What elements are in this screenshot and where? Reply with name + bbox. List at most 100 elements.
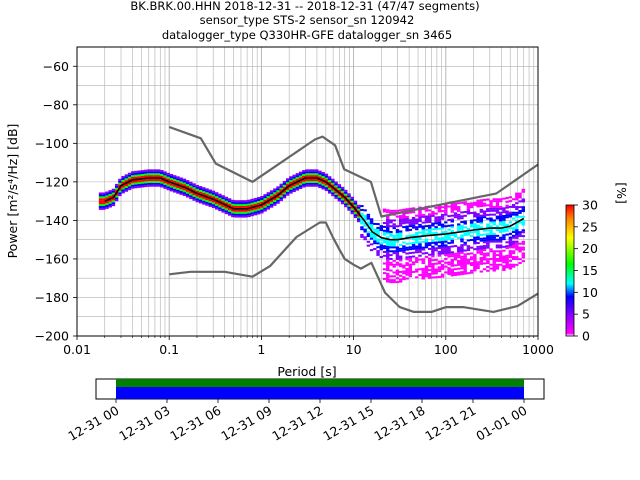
heatmap-cell	[424, 252, 429, 255]
heatmap-cell	[489, 248, 493, 251]
heatmap-cell	[434, 272, 438, 275]
heatmap-cell	[118, 180, 122, 183]
heatmap-cell	[424, 269, 429, 272]
heatmap-cell	[424, 217, 429, 220]
heatmap-cell	[318, 184, 322, 187]
heatmap-cell	[476, 215, 480, 218]
heatmap-cell	[395, 261, 400, 264]
heatmap-cell	[392, 244, 396, 247]
heatmap-cell	[521, 252, 525, 255]
heatmap-cell	[460, 249, 464, 252]
heatmap-cell	[518, 196, 522, 199]
heatmap-cell	[276, 186, 280, 189]
heatmap-cell	[389, 275, 393, 278]
heatmap-cell	[360, 226, 364, 229]
heatmap-cell	[376, 251, 380, 254]
heatmap-cell	[360, 214, 364, 217]
heatmap-cell	[389, 279, 393, 282]
heatmap-cell	[392, 271, 396, 274]
heatmap-cell	[208, 191, 212, 194]
heatmap-cell	[482, 216, 487, 219]
heatmap-cell	[511, 250, 516, 253]
heatmap-cell	[437, 268, 442, 271]
heatmap-cell	[224, 196, 229, 199]
heatmap-cell	[273, 201, 277, 204]
heatmap-cell	[486, 246, 490, 249]
heatmap-cell	[386, 274, 390, 277]
heatmap-cell	[344, 195, 348, 198]
heatmap-cell	[518, 250, 522, 253]
heatmap-cell	[476, 236, 480, 239]
heatmap-cell	[502, 261, 506, 264]
heatmap-cell	[253, 199, 258, 202]
heatmap-cell	[386, 259, 390, 262]
heatmap-cell	[121, 177, 125, 180]
heatmap-cell	[431, 222, 435, 225]
heatmap-cell	[121, 185, 125, 188]
heatmap-cell	[111, 202, 116, 205]
heatmap-cell	[253, 213, 258, 216]
heatmap-cell	[505, 254, 509, 257]
heatmap-cell	[427, 272, 432, 275]
heatmap-cell	[386, 232, 390, 235]
heatmap-cell	[369, 237, 374, 240]
heatmap-cell	[521, 260, 525, 263]
heatmap-cell	[437, 254, 442, 257]
heatmap-cell	[105, 197, 109, 200]
heatmap-cell	[469, 264, 474, 267]
heatmap-cell	[273, 194, 277, 197]
heatmap-cell	[334, 183, 338, 186]
plot-frame	[76, 46, 539, 337]
heatmap-cell	[508, 200, 513, 203]
high-noise-model-line	[168, 125, 539, 218]
heatmap-cell	[114, 189, 119, 192]
heatmap-cell	[508, 232, 513, 235]
heatmap-cell	[156, 171, 161, 174]
heatmap-cell	[408, 211, 413, 214]
heatmap-cell	[366, 235, 371, 238]
heatmap-cell	[131, 182, 135, 185]
heatmap-cell	[134, 174, 138, 177]
heatmap-cell	[150, 171, 154, 174]
heatmap-cell	[211, 200, 216, 203]
heatmap-cell	[482, 229, 487, 232]
heatmap-cell	[395, 248, 400, 251]
heatmap-cell	[444, 234, 448, 237]
heatmap-cell	[98, 194, 103, 197]
heatmap-cell	[182, 184, 187, 187]
heatmap-cell	[405, 235, 409, 238]
heatmap-cell	[460, 240, 464, 243]
heatmap-cell	[263, 207, 267, 210]
heatmap-cell	[466, 272, 471, 275]
heatmap-cell	[473, 261, 477, 264]
heatmap-cell	[447, 228, 451, 231]
heatmap-cell	[408, 234, 413, 237]
heatmap-cell	[427, 217, 432, 220]
heatmap-cell	[424, 271, 429, 274]
heatmap-cell	[415, 276, 419, 279]
heatmap-cell	[421, 269, 425, 272]
heatmap-cell	[431, 212, 435, 215]
heatmap-cell	[282, 196, 287, 199]
heatmap-cell	[402, 276, 406, 279]
heatmap-cell	[185, 182, 190, 185]
y-tick-label: −180	[35, 290, 69, 305]
heatmap-cell	[160, 170, 164, 173]
heatmap-cell	[211, 202, 216, 205]
heatmap-cell	[395, 232, 400, 235]
heatmap-cell	[502, 211, 506, 214]
heatmap-cell	[515, 234, 519, 237]
heatmap-cell	[218, 207, 222, 210]
heatmap-cell	[431, 214, 435, 217]
heatmap-cell	[369, 231, 374, 234]
heatmap-cell	[476, 226, 480, 229]
heatmap-cell	[392, 246, 396, 249]
heatmap-cell	[479, 249, 484, 252]
heatmap-cell	[379, 244, 383, 247]
heatmap-cell	[408, 252, 413, 255]
heatmap-cell	[486, 254, 490, 257]
heatmap-cell	[460, 211, 464, 214]
heatmap-cell	[308, 178, 312, 181]
heatmap-cell	[424, 265, 429, 268]
heatmap-cell	[489, 204, 493, 207]
